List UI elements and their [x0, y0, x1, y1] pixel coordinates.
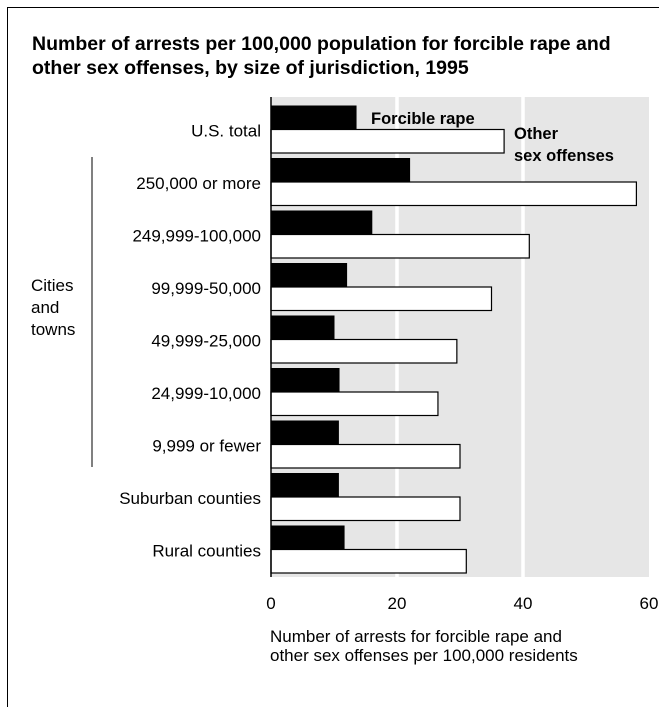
- category-label: Suburban counties: [119, 489, 261, 508]
- bar-forcible-rape: [270, 368, 340, 393]
- bar-other-sex-offenses: [270, 286, 493, 312]
- bar-forcible-rape: [270, 525, 345, 550]
- category-label: 49,999-25,000: [151, 332, 261, 351]
- bar-other-sex-offenses: [270, 548, 467, 574]
- x-axis-title: Number of arrests for forcible rape and: [270, 627, 562, 646]
- bar-other-sex-offenses: [270, 443, 461, 469]
- category-label: 249,999-100,000: [132, 227, 261, 246]
- bar-forcible-rape: [270, 105, 357, 130]
- legend-other-sex-offenses-line1: Other: [514, 125, 559, 143]
- group-label: towns: [31, 320, 75, 339]
- x-tick-label: 0: [266, 594, 275, 613]
- legend-other-sex-offenses-line2: sex offenses: [514, 147, 614, 165]
- bar-forcible-rape: [270, 263, 348, 288]
- group-label: and: [31, 298, 59, 317]
- bar-forcible-rape: [270, 158, 411, 183]
- bar-forcible-rape: [270, 473, 339, 498]
- x-tick-label: 60: [640, 594, 659, 613]
- bar-other-sex-offenses: [270, 338, 458, 364]
- chart-frame: [7, 7, 659, 707]
- bar-other-sex-offenses: [270, 128, 505, 154]
- bar-other-sex-offenses: [270, 233, 530, 259]
- category-label: 250,000 or more: [136, 174, 261, 193]
- bar-other-sex-offenses: [270, 391, 439, 417]
- x-axis-title: other sex offenses per 100,000 residents: [270, 646, 578, 665]
- category-label: 99,999-50,000: [151, 279, 261, 298]
- category-label: 24,999-10,000: [151, 384, 261, 403]
- bar-forcible-rape: [270, 420, 339, 445]
- x-tick-label: 40: [514, 594, 533, 613]
- bar-other-sex-offenses: [270, 181, 637, 207]
- bar-forcible-rape: [270, 315, 335, 340]
- legend-forcible-rape: Forcible rape: [371, 110, 475, 128]
- chart-title: Number of arrests per 100,000 population…: [32, 33, 611, 79]
- category-label: 9,999 or fewer: [152, 437, 261, 456]
- bar-forcible-rape: [270, 210, 373, 235]
- group-label: Cities: [31, 276, 74, 295]
- category-label: Rural counties: [152, 542, 261, 561]
- x-tick-label: 20: [388, 594, 407, 613]
- category-label: U.S. total: [191, 122, 261, 141]
- bar-other-sex-offenses: [270, 496, 461, 522]
